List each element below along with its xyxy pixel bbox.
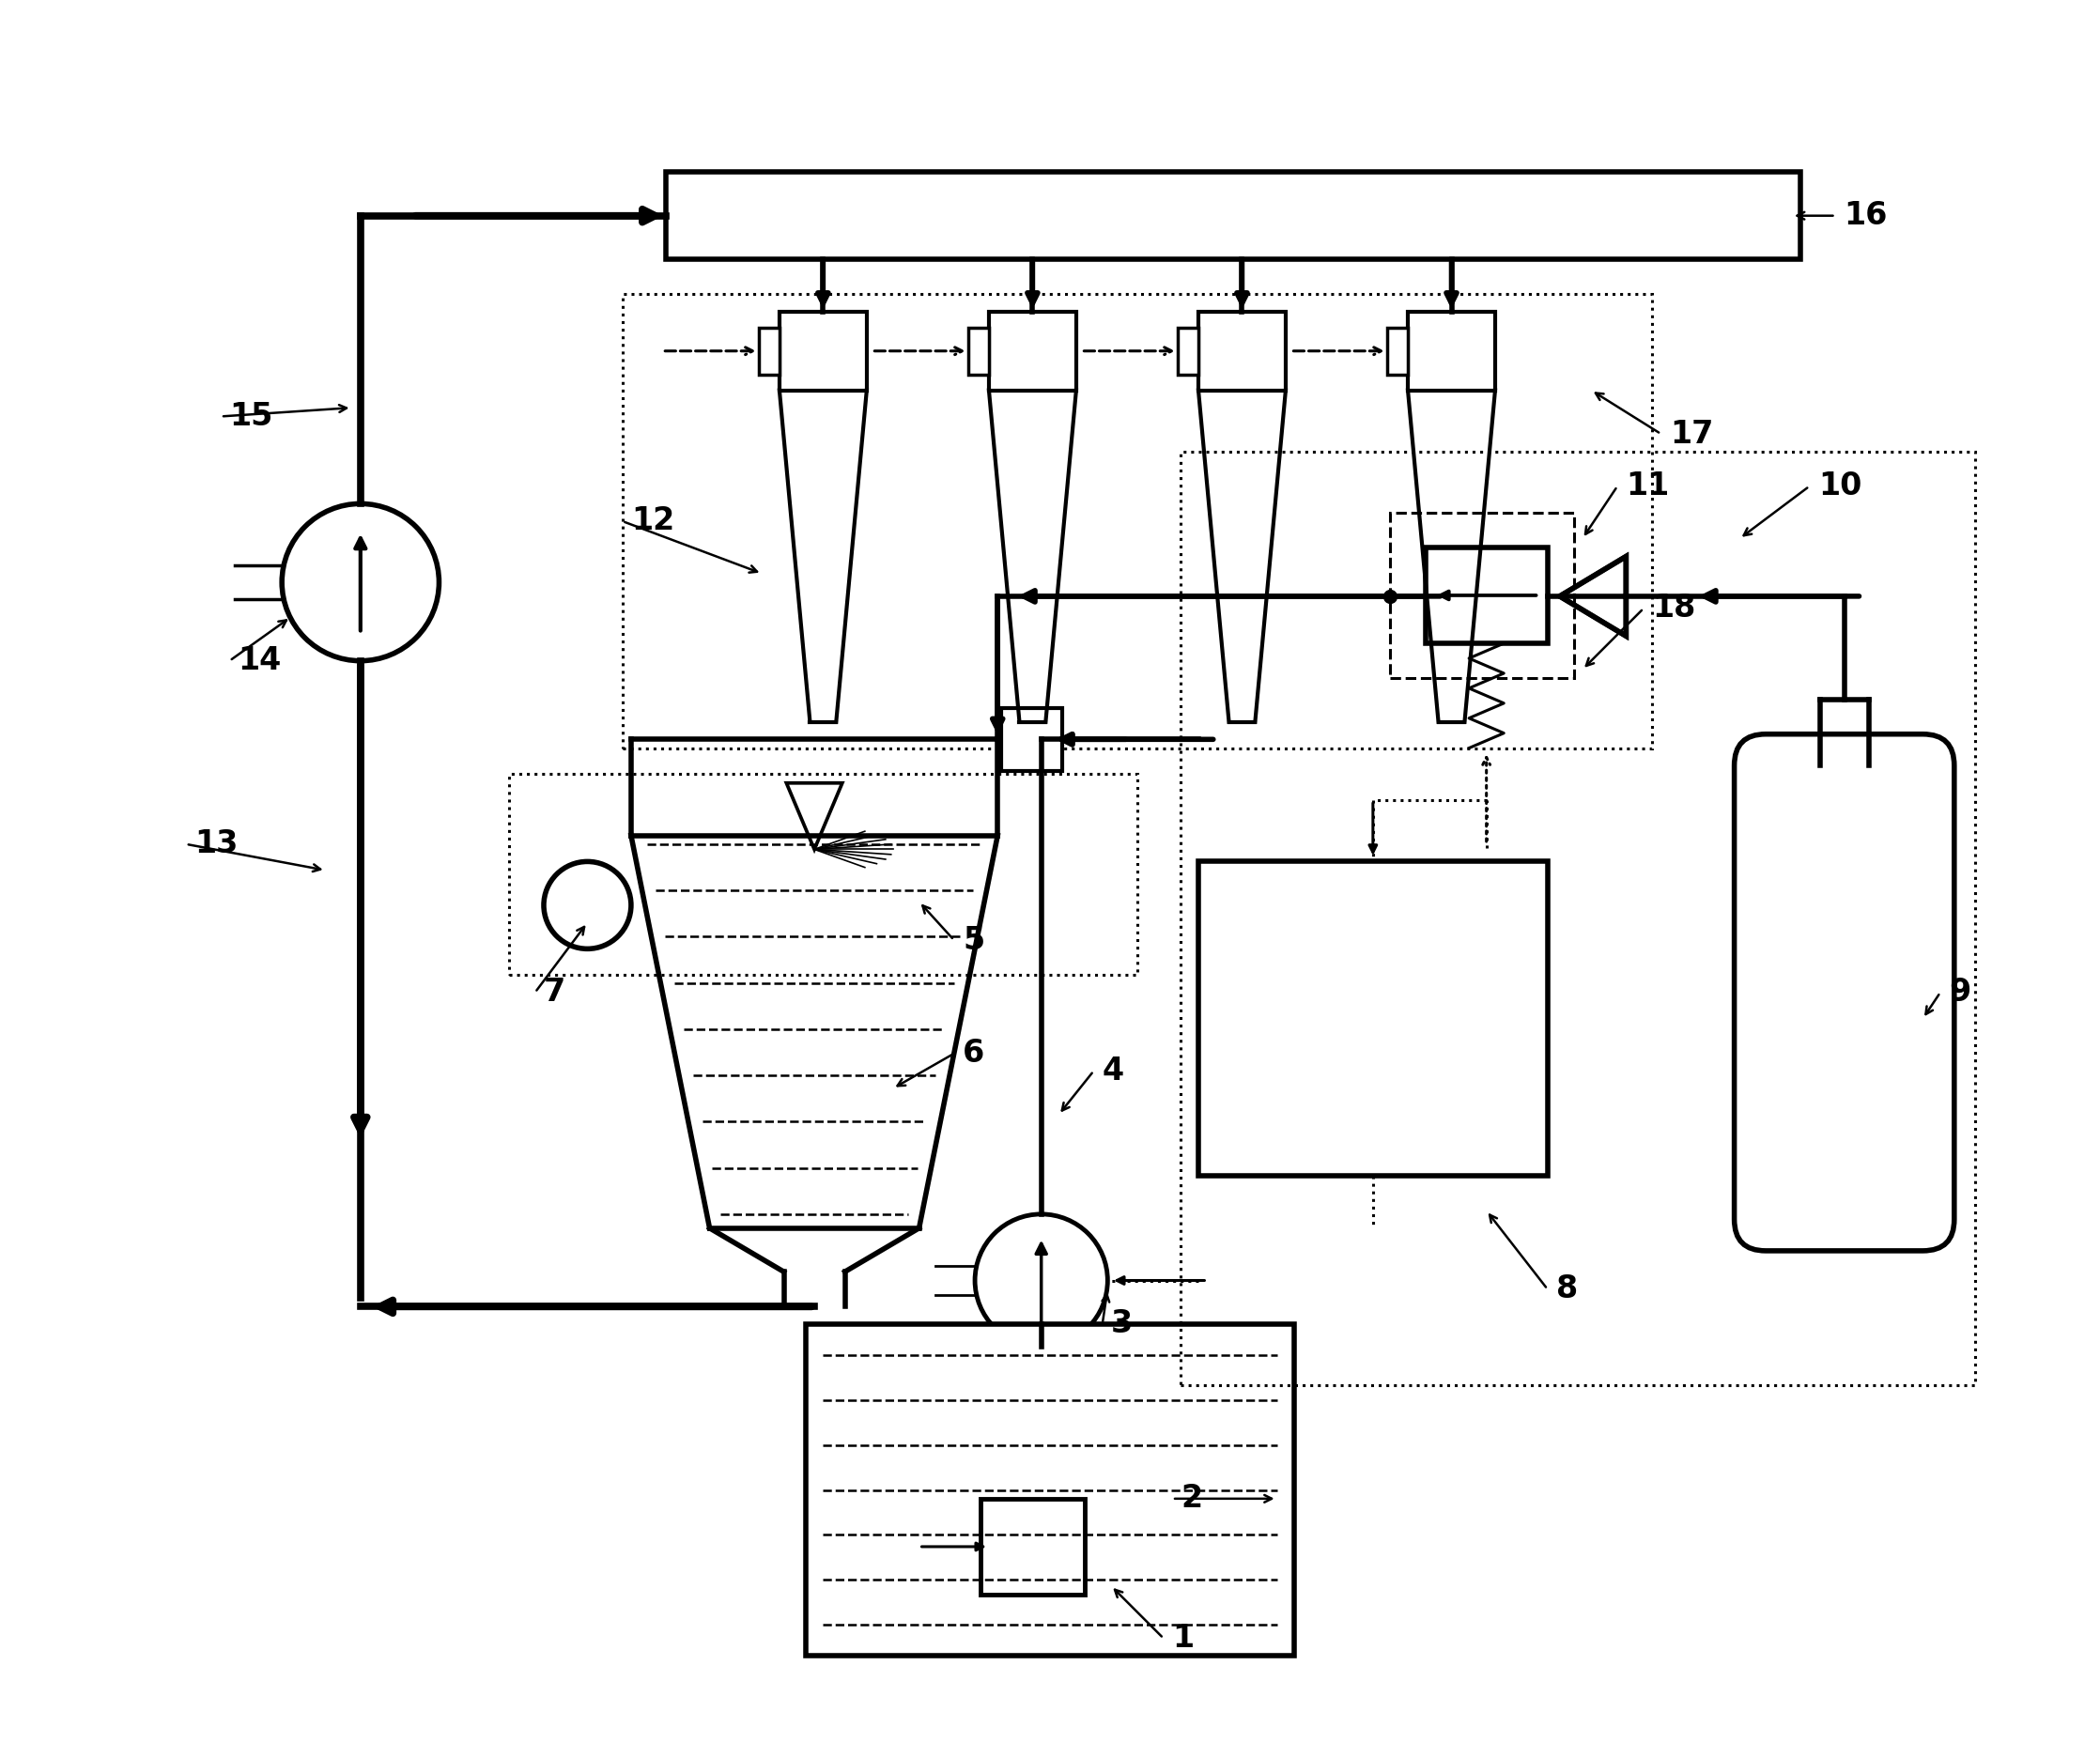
Bar [806, 1324, 1294, 1656]
Bar [989, 311, 1075, 390]
Bar [1386, 327, 1407, 374]
Text: 15: 15 [229, 401, 273, 432]
Bar [666, 172, 1800, 260]
Text: 18: 18 [1653, 592, 1697, 624]
Text: 11: 11 [1625, 471, 1670, 501]
Bar [779, 311, 867, 390]
Bar [1390, 512, 1573, 679]
Text: 14: 14 [237, 645, 281, 677]
Text: 7: 7 [544, 977, 565, 1007]
Bar [1407, 311, 1495, 390]
Text: 9: 9 [1949, 977, 1970, 1007]
Text: 10: 10 [1819, 471, 1861, 501]
Bar [758, 327, 779, 374]
Bar [1180, 452, 1976, 1385]
Bar [981, 1498, 1086, 1595]
Bar [1199, 861, 1548, 1176]
Text: 4: 4 [1103, 1055, 1124, 1086]
Bar [1002, 708, 1063, 770]
Text: 5: 5 [962, 925, 985, 956]
FancyBboxPatch shape [1735, 735, 1955, 1250]
Bar [1178, 327, 1199, 374]
Text: 12: 12 [630, 506, 674, 536]
Text: 13: 13 [195, 828, 237, 860]
Text: 17: 17 [1670, 418, 1714, 450]
Text: 8: 8 [1556, 1275, 1577, 1304]
Bar [1426, 547, 1548, 643]
Bar [968, 327, 989, 374]
Bar [622, 294, 1653, 749]
Text: 16: 16 [1844, 200, 1888, 232]
Text: 1: 1 [1172, 1623, 1195, 1654]
Bar [508, 774, 1138, 976]
Bar [1199, 311, 1285, 390]
Text: 3: 3 [1111, 1308, 1132, 1340]
Text: 6: 6 [962, 1037, 985, 1069]
Text: 2: 2 [1180, 1484, 1203, 1514]
